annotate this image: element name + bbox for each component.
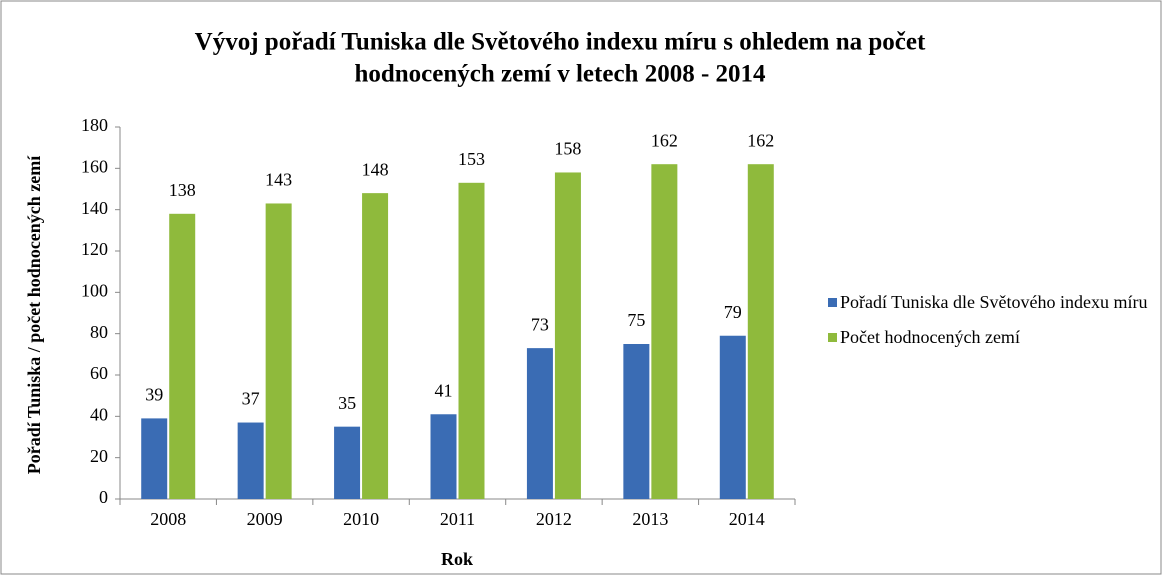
- bar: [237, 422, 264, 499]
- value-label: 41: [435, 380, 453, 400]
- x-tick-label: 2011: [440, 509, 475, 529]
- value-label: 73: [531, 314, 549, 334]
- value-label: 162: [747, 130, 774, 150]
- y-tick-label: 100: [81, 280, 108, 300]
- value-label: 162: [651, 130, 678, 150]
- x-tick-label: 2009: [247, 509, 283, 529]
- y-tick-label: 160: [81, 156, 108, 176]
- value-label: 35: [338, 393, 356, 413]
- value-label: 75: [627, 310, 645, 330]
- bar: [265, 203, 292, 499]
- value-label: 138: [169, 180, 196, 200]
- value-label: 143: [265, 170, 292, 190]
- y-tick-label: 20: [90, 446, 108, 466]
- value-label: 79: [724, 302, 742, 322]
- legend-item: Pořadí Tuniska dle Světového indexu míru: [828, 290, 1158, 315]
- x-tick-label: 2008: [150, 509, 186, 529]
- x-axis-label: Rok: [441, 549, 473, 569]
- bar: [623, 344, 650, 499]
- y-tick-label: 180: [81, 115, 108, 135]
- value-label: 158: [554, 139, 581, 159]
- y-tick-label: 80: [90, 322, 108, 342]
- bar: [458, 182, 485, 500]
- legend-item: Počet hodnocených zemí: [828, 325, 1158, 350]
- y-axis-label: Pořadí Tuniska / počet hodnocených zemí: [24, 155, 44, 475]
- legend-swatch: [828, 333, 837, 342]
- legend-swatch: [828, 298, 837, 307]
- bar: [362, 193, 389, 499]
- y-tick-label: 140: [81, 198, 108, 218]
- value-label: 148: [362, 159, 389, 179]
- y-tick-label: 40: [90, 404, 108, 424]
- x-tick-label: 2012: [536, 509, 572, 529]
- value-label: 37: [242, 389, 260, 409]
- value-label: 153: [458, 149, 485, 169]
- bar: [169, 213, 196, 500]
- legend-label: Počet hodnocených zemí: [840, 327, 1020, 347]
- bar: [526, 348, 553, 499]
- x-tick-label: 2010: [343, 509, 379, 529]
- y-tick-label: 60: [90, 363, 108, 383]
- y-tick-label: 0: [99, 487, 108, 507]
- legend-label: Pořadí Tuniska dle Světového indexu míru: [840, 292, 1148, 312]
- bar: [141, 418, 168, 499]
- legend: Pořadí Tuniska dle Světového indexu míru…: [828, 290, 1158, 360]
- x-tick-label: 2013: [632, 509, 668, 529]
- y-tick-label: 120: [81, 239, 108, 259]
- bar: [719, 335, 746, 499]
- bar: [747, 164, 774, 499]
- bar: [430, 414, 457, 499]
- value-label: 39: [145, 385, 163, 405]
- chart-title: Vývoj pořadí Tuniska dle Světového index…: [195, 29, 926, 56]
- x-tick-label: 2014: [729, 509, 765, 529]
- bar: [334, 426, 361, 499]
- bar: [554, 172, 581, 499]
- chart-title: hodnocených zemí v letech 2008 - 2014: [354, 61, 766, 88]
- bar: [651, 164, 678, 499]
